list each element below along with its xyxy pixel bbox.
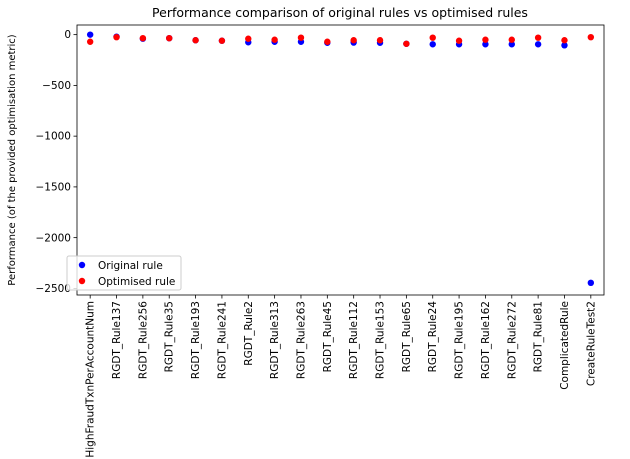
original-rule-point [534,41,542,48]
x-tick-label: RGDT_Rule195 [454,301,466,379]
y-tick-label: 0 [64,29,71,41]
optimised-rule-point [86,38,94,45]
y-tick-label: −1500 [35,181,71,193]
legend-marker-original [78,261,86,269]
y-tick-label: −500 [42,80,71,92]
legend-box [66,255,182,291]
optimised-rule-point [324,38,331,45]
legend: Original rule Optimised rule [66,255,182,291]
x-tick-label: RGDT_Rule263 [295,301,307,379]
x-tick-label: CreateRuleTest2 [585,301,597,386]
optimised-rule-point [561,37,568,44]
optimised-rule-point [587,33,595,41]
optimised-rule-point [482,36,489,43]
plot-area: 0 −500 −1000 −1500 −2000 −2500 HighFraudTxnPer… [35,24,605,458]
axes-frame [76,24,605,296]
x-tick-label: RGDT_Rule81 [533,301,545,372]
optimised-rule-point [192,37,199,44]
x-tick-label: RGDT_Rule272 [506,301,518,379]
optimised-rule-point [271,36,278,43]
x-tick-label: ComplicatedRule [559,301,571,390]
y-tick-label: −2000 [35,232,71,244]
legend-label-optimised: Optimised rule [98,276,175,288]
original-rule-point [508,41,515,48]
x-tick-label: RGDT_Rule45 [322,301,334,372]
original-rule-point [561,42,568,49]
legend-marker-optimised [78,277,86,285]
optimised-rule-point [429,34,436,41]
optimised-rule-point [350,37,357,44]
y-axis-label: Performance (of the provided optimisatio… [7,34,18,285]
x-tick-label: RGDT_Rule137 [111,301,123,379]
x-tick-label: RGDT_Rule256 [137,301,149,379]
optimised-rule-point [403,40,410,47]
x-tick-label: RGDT_Rule24 [427,301,439,373]
optimised-rule-point [455,37,463,44]
x-tick-label: RGDT_Rule193 [190,301,202,379]
optimised-rule-point [139,34,147,42]
x-tick-label: RGDT_Rule2 [243,301,255,366]
y-tick-label: −2500 [35,283,71,295]
original-rule-point [587,279,595,287]
original-rule-point [429,41,436,48]
chart-title: Performance comparison of original rules… [152,5,528,20]
x-tick-label: RGDT_Rule162 [480,301,492,379]
optimised-rule-point [508,36,515,43]
x-tick-label: RGDT_Rule112 [348,301,360,379]
optimised-rule-point [166,34,173,42]
y-tick-label: −1000 [35,131,71,143]
original-rule-point [86,31,94,38]
optimised-rule-point [245,35,252,42]
x-tick-label: RGDT_Rule153 [375,301,387,379]
legend-label-original: Original rule [98,260,163,272]
optimised-rule-point [297,34,305,41]
optimised-rule-point [376,37,384,44]
optimised-rule-point [218,37,226,44]
optimised-rule-point [113,33,120,41]
optimised-rule-point [534,34,542,41]
original-rule-point [482,41,489,48]
x-tick-label: RGDT_Rule35 [164,301,176,372]
x-tick-label: RGDT_Rule241 [216,301,228,379]
x-tick-label: RGDT_Rule65 [401,301,413,372]
x-tick-label: HighFraudTxnPerAccountNum [85,301,97,458]
x-tick-label: RGDT_Rule313 [269,301,281,379]
